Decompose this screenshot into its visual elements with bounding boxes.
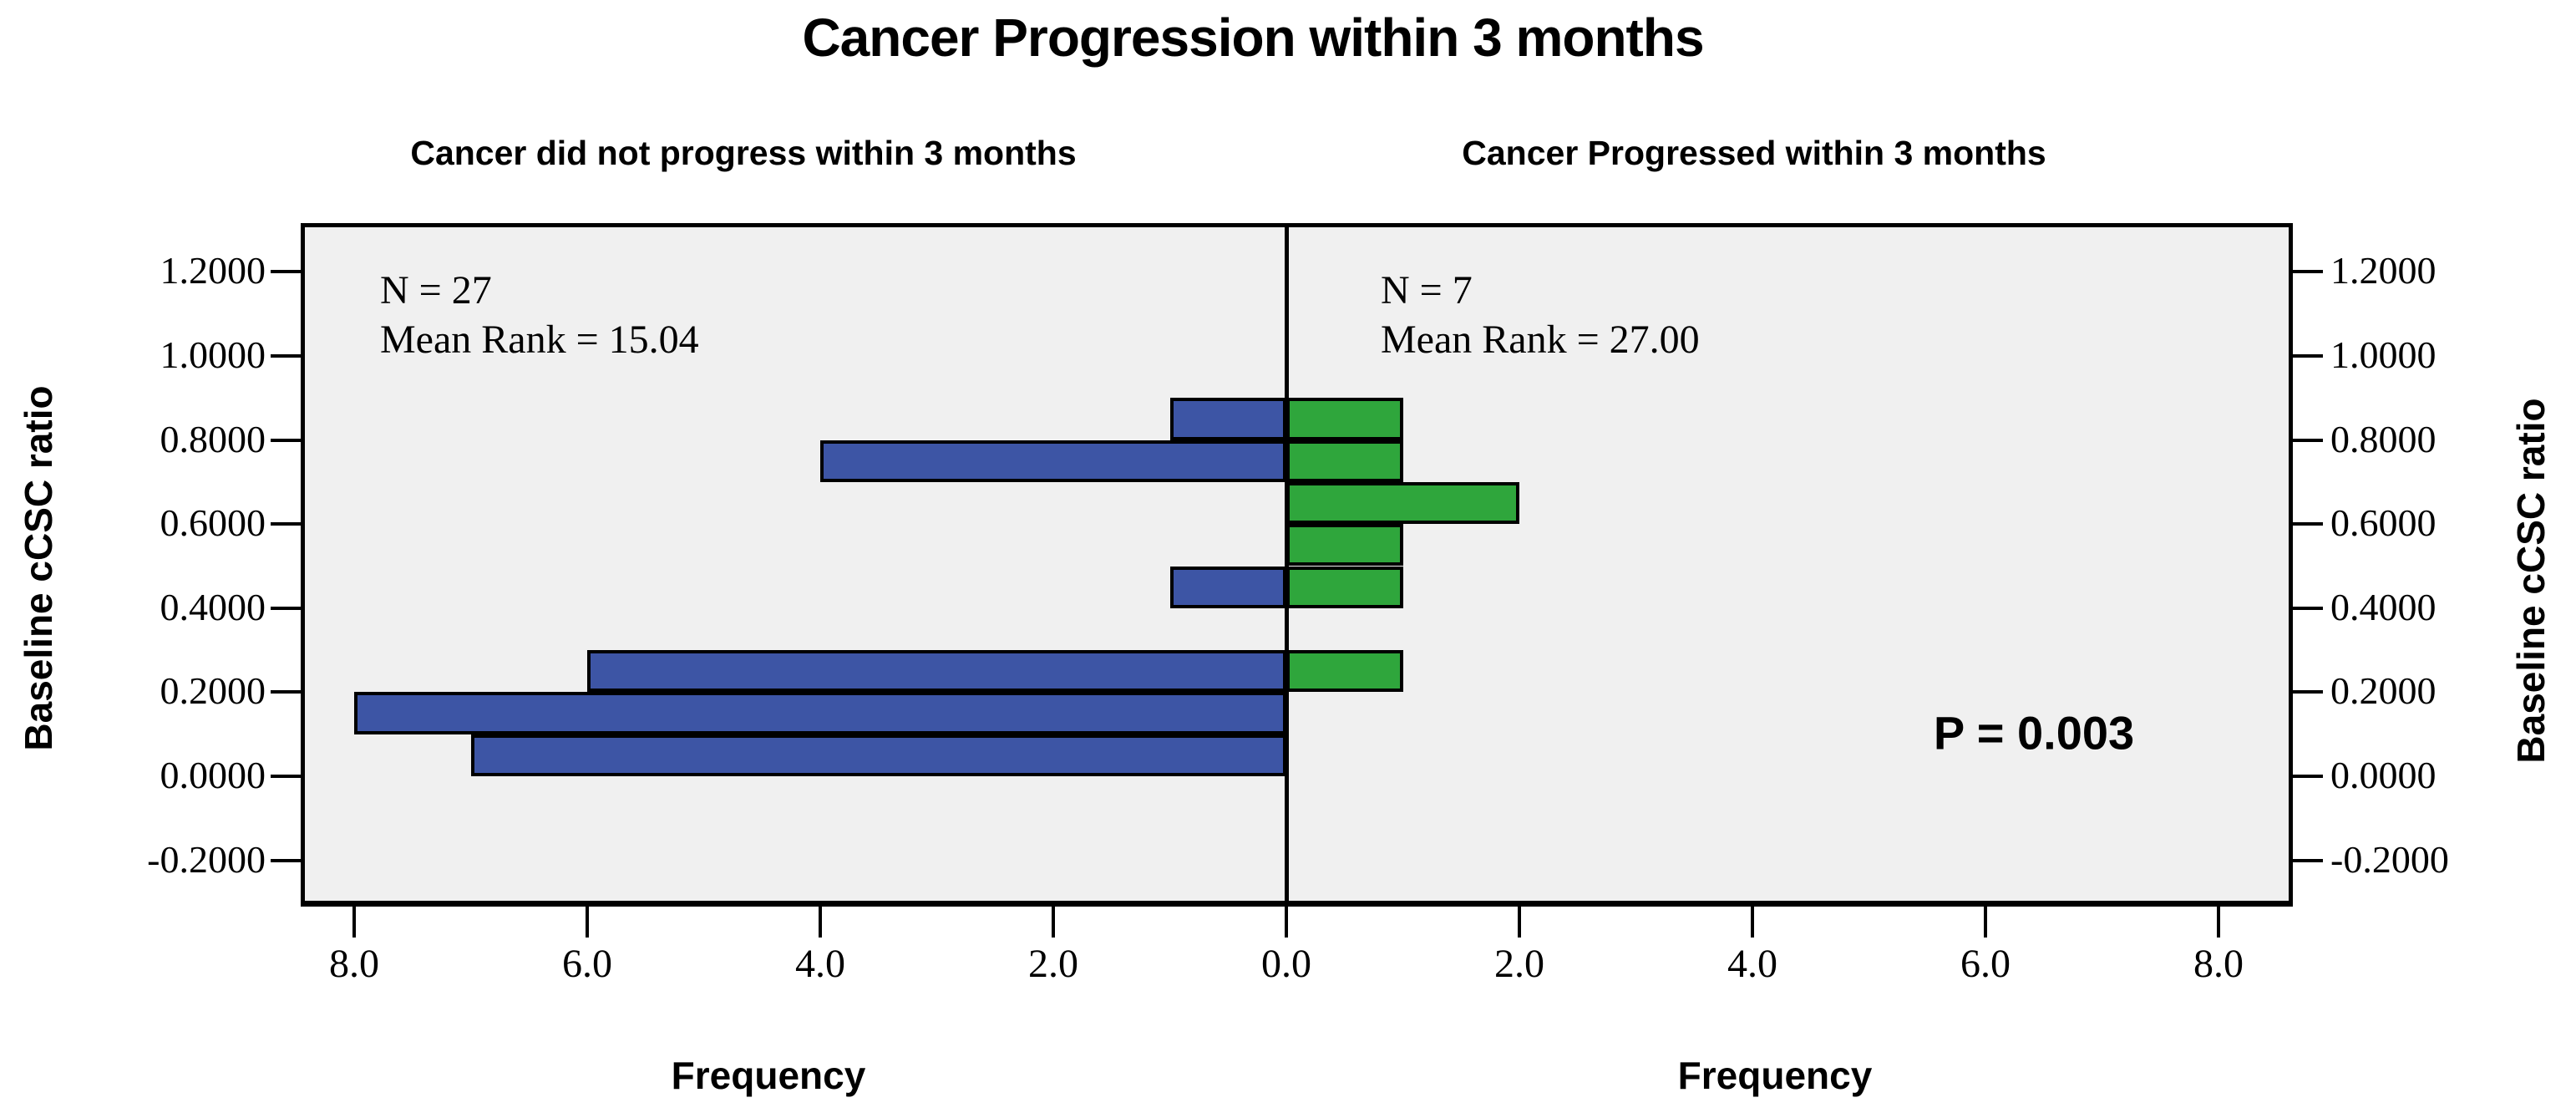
x-tick-left-8.0 xyxy=(352,907,356,938)
x-tick-label-left-4.0: 4.0 xyxy=(795,942,845,986)
bar-left-0.8-0.9 xyxy=(1169,398,1286,440)
y-tick-label-right-0.4000: 0.4000 xyxy=(2330,585,2437,628)
x-tick-label-right-8.0: 8.0 xyxy=(2193,942,2244,986)
right-mean-rank-label: Mean Rank = 27.00 xyxy=(1381,318,1700,362)
x-tick-center-0.0 xyxy=(1285,907,1288,938)
y-tick-label-right-0.0000: 0.0000 xyxy=(2330,754,2437,796)
y-tick-label-right-0.8000: 0.8000 xyxy=(2330,417,2437,460)
y-tick-label-left-1.0000: 1.0000 xyxy=(160,333,266,376)
y-tick-label-left-0.4000: 0.4000 xyxy=(160,585,266,628)
x-tick-right-4.0 xyxy=(1751,907,1754,938)
y-tick-label-right-1.2000: 1.2000 xyxy=(2330,249,2437,292)
left-stats-annotation: N = 27 Mean Rank = 15.04 xyxy=(380,266,699,364)
left-mean-rank-label: Mean Rank = 15.04 xyxy=(380,318,699,362)
x-tick-left-6.0 xyxy=(586,907,589,938)
y-tick-left-0.0000 xyxy=(271,775,301,778)
x-tick-right-2.0 xyxy=(1518,907,1521,938)
bar-left-0.2-0.3 xyxy=(587,650,1286,693)
x-tick-label-left-8.0: 8.0 xyxy=(329,942,379,986)
x-tick-label-right-4.0: 4.0 xyxy=(1727,942,1777,986)
y-tick-label-left-0.2000: 0.2000 xyxy=(160,669,266,713)
left-panel-header: Cancer did not progress within 3 months xyxy=(410,134,1077,172)
x-tick-right-8.0 xyxy=(2217,907,2220,938)
x-tick-left-2.0 xyxy=(1052,907,1055,938)
y-tick-right-0.4000 xyxy=(2293,606,2323,610)
x-tick-label-center-0.0: 0.0 xyxy=(1261,942,1311,986)
p-value-label: P = 0.003 xyxy=(1933,706,2135,760)
bar-left-0.1-0.2 xyxy=(354,692,1286,734)
y-tick-right-0.8000 xyxy=(2293,438,2323,442)
x-tick-label-left-6.0: 6.0 xyxy=(562,942,612,986)
right-panel-header: Cancer Progressed within 3 months xyxy=(1462,134,2046,172)
y-tick-left-1.0000 xyxy=(271,354,301,358)
y-tick-right--0.2000 xyxy=(2293,858,2323,862)
x-axis-title-left: Frequency xyxy=(671,1054,866,1097)
y-tick-right-0.2000 xyxy=(2293,690,2323,694)
center-axis-line xyxy=(1285,223,1289,907)
x-tick-label-right-6.0: 6.0 xyxy=(1960,942,2011,986)
bar-left-0-0.1 xyxy=(470,734,1286,776)
y-tick-left-0.4000 xyxy=(271,606,301,610)
y-tick-label-left-0.0000: 0.0000 xyxy=(160,754,266,796)
y-tick-left-0.8000 xyxy=(271,438,301,442)
left-n-label: N = 27 xyxy=(380,268,492,313)
y-tick-label-left-1.2000: 1.2000 xyxy=(160,249,266,292)
x-tick-label-left-2.0: 2.0 xyxy=(1028,942,1078,986)
bar-right-0.5-0.6 xyxy=(1286,524,1403,567)
y-tick-label-right-0.6000: 0.6000 xyxy=(2330,501,2437,545)
x-axis-title-right: Frequency xyxy=(1677,1054,1873,1097)
bar-right-0.6-0.7 xyxy=(1286,481,1519,525)
bar-right-0.4-0.5 xyxy=(1286,566,1403,608)
x-tick-label-right-2.0: 2.0 xyxy=(1494,942,1544,986)
bar-right-0.7-0.8 xyxy=(1286,440,1403,482)
bar-left-0.4-0.5 xyxy=(1169,566,1286,608)
y-tick-label-right-0.2000: 0.2000 xyxy=(2330,669,2437,713)
right-stats-annotation: N = 7 Mean Rank = 27.00 xyxy=(1381,266,1700,364)
y-tick-label-right-1.0000: 1.0000 xyxy=(2330,333,2437,376)
chart-title: Cancer Progression within 3 months xyxy=(802,8,1704,68)
y-tick-label-left--0.2000: -0.2000 xyxy=(147,837,266,881)
y-tick-right-0.0000 xyxy=(2293,775,2323,778)
y-tick-label-right--0.2000: -0.2000 xyxy=(2330,837,2449,881)
bar-right-0.2-0.3 xyxy=(1286,650,1403,693)
y-tick-label-left-0.8000: 0.8000 xyxy=(160,417,266,460)
y-tick-right-0.6000 xyxy=(2293,522,2323,526)
y-tick-left-0.6000 xyxy=(271,522,301,526)
x-tick-left-4.0 xyxy=(819,907,822,938)
bar-right-0.8-0.9 xyxy=(1286,398,1403,440)
y-tick-right-1.0000 xyxy=(2293,354,2323,358)
y-tick-right-1.2000 xyxy=(2293,270,2323,274)
y-tick-left--0.2000 xyxy=(271,858,301,862)
bar-left-0.7-0.8 xyxy=(820,440,1286,482)
y-tick-left-1.2000 xyxy=(271,270,301,274)
plot-frame xyxy=(301,223,2293,907)
y-tick-label-left-0.6000: 0.6000 xyxy=(160,501,266,545)
right-n-label: N = 7 xyxy=(1381,268,1473,313)
x-tick-right-6.0 xyxy=(1984,907,1987,938)
y-tick-left-0.2000 xyxy=(271,690,301,694)
